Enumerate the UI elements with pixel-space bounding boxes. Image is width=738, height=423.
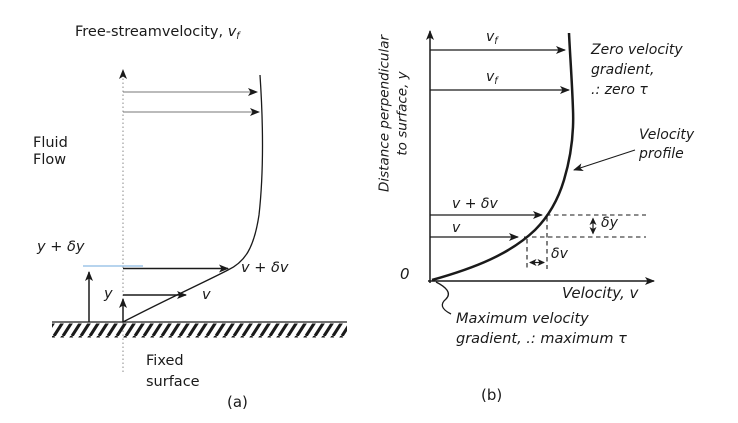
b-velocity-profile-curve xyxy=(431,32,575,282)
a-title-subscript: f xyxy=(236,31,240,42)
a-title-variable: v xyxy=(227,24,237,40)
b-dy-label: δy xyxy=(601,215,618,231)
b-v-label: v xyxy=(452,220,461,236)
a-v-label: v xyxy=(202,287,211,303)
a-caption: (a) xyxy=(227,393,248,411)
b-max-gradient-annotation: Maximum velocity gradient, .: maximum τ xyxy=(456,311,627,347)
a-v-plus-dv-label: v + δv xyxy=(241,260,289,276)
a-fluid-flow-label: Fluid Flow xyxy=(33,135,68,168)
a-title: Free-streamvelocity, vf xyxy=(75,24,240,42)
b-velocity-profile-pointer-arrow xyxy=(573,149,636,171)
b-velocity-profile-annotation: Velocity profile xyxy=(639,127,695,162)
b-max-gradient-squiggle xyxy=(435,281,452,315)
b-caption: (b) xyxy=(481,386,503,404)
a-surface-hatching xyxy=(52,323,347,338)
b-dv-label: δv xyxy=(551,246,568,262)
b-v-plus-dv-label: v + δv xyxy=(452,196,498,212)
b-y-axis-label: Distance perpendicular to surface, y xyxy=(376,34,411,193)
b-origin-label: 0 xyxy=(400,265,410,283)
a-y-plus-dy-label: y + δy xyxy=(37,239,85,255)
a-title-text: Free-streamvelocity, xyxy=(75,24,228,40)
a-y-label: y xyxy=(104,286,113,302)
a-fixed-surface-label: Fixed surface xyxy=(146,353,200,390)
b-vf-label-2: vf xyxy=(486,69,498,87)
b-x-axis-label: Velocity, v xyxy=(562,284,639,302)
b-zero-gradient-annotation: Zero velocity gradient, .: zero τ xyxy=(591,42,683,98)
b-vf-label-1: vf xyxy=(486,29,498,47)
